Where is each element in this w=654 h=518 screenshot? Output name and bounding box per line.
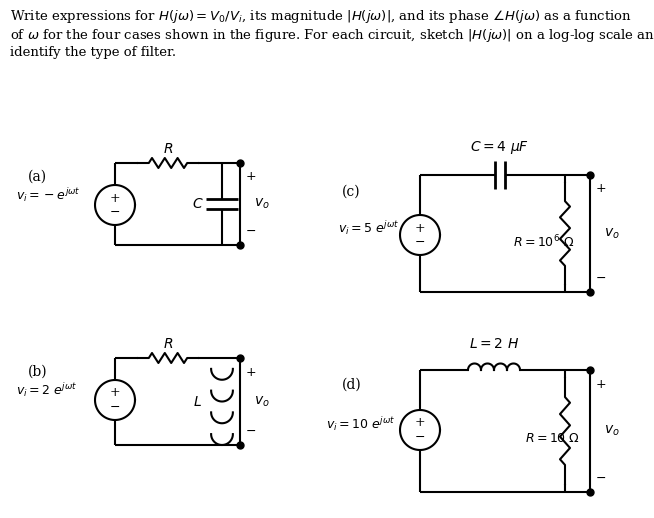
Text: +: + (246, 170, 256, 183)
Text: +: + (415, 222, 425, 235)
Text: +: + (246, 366, 256, 379)
Text: +: + (415, 416, 425, 429)
Text: +: + (596, 378, 607, 391)
Text: $C = 4\ \mu F$: $C = 4\ \mu F$ (470, 138, 530, 155)
Text: +: + (596, 182, 607, 195)
Text: −: − (415, 430, 425, 443)
Text: $v_i =-e^{j\omega t}$: $v_i =-e^{j\omega t}$ (16, 186, 80, 204)
Text: $v_i =2\ e^{j\omega t}$: $v_i =2\ e^{j\omega t}$ (16, 381, 77, 399)
Text: −: − (246, 224, 256, 237)
Text: $R =10^6\ \Omega$: $R =10^6\ \Omega$ (513, 233, 574, 250)
Text: (d): (d) (342, 378, 362, 392)
Text: +: + (110, 386, 120, 399)
Text: Write expressions for $H(j\omega) = V_0/V_i$, its magnitude $|H(j\omega)|$, and : Write expressions for $H(j\omega) = V_0/… (10, 8, 654, 60)
Text: $L = 2\ H$: $L = 2\ H$ (469, 337, 519, 351)
Text: −: − (596, 271, 606, 284)
Text: $v_i =5\ e^{j\omega t}$: $v_i =5\ e^{j\omega t}$ (338, 219, 399, 237)
Text: $v_o$: $v_o$ (604, 226, 620, 241)
Text: (b): (b) (28, 365, 48, 379)
Text: −: − (110, 400, 120, 413)
Text: $L$: $L$ (193, 395, 202, 409)
Text: $v_o$: $v_o$ (254, 197, 269, 211)
Text: $R$: $R$ (163, 337, 173, 351)
Text: $v_o$: $v_o$ (604, 424, 620, 438)
Text: (c): (c) (342, 185, 360, 199)
Text: −: − (110, 206, 120, 219)
Text: $v_i =10\ e^{j\omega t}$: $v_i =10\ e^{j\omega t}$ (326, 415, 395, 433)
Text: $v_o$: $v_o$ (254, 394, 269, 409)
Text: −: − (596, 471, 606, 484)
Text: −: − (415, 236, 425, 249)
Text: $C$: $C$ (192, 197, 204, 211)
Text: +: + (110, 192, 120, 205)
Text: (a): (a) (28, 170, 47, 184)
Text: $R$: $R$ (163, 142, 173, 156)
Text: $R =10\ \Omega$: $R =10\ \Omega$ (525, 433, 580, 445)
Text: −: − (246, 424, 256, 438)
